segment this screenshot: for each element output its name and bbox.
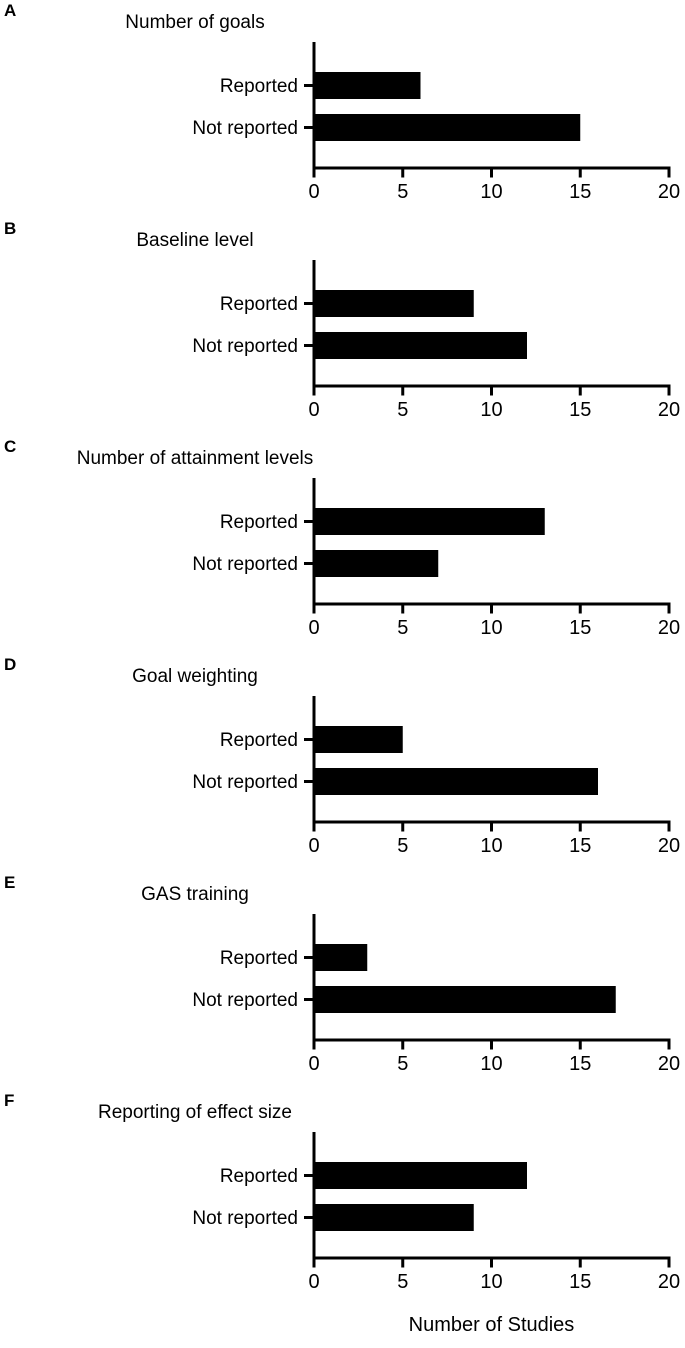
x-tick-label: 0	[308, 835, 319, 857]
bar-chart: 0 5 10 15 20 Reported Not reported	[192, 478, 680, 639]
chart-title: Number of goals	[125, 12, 265, 33]
category-label: Not reported	[192, 1208, 298, 1229]
panel-letter: A	[4, 1, 17, 20]
bar-not-reported	[314, 550, 439, 577]
bar-reported	[314, 72, 421, 99]
category-label: Not reported	[192, 772, 298, 793]
bar-not-reported	[314, 768, 598, 795]
x-tick-label: 10	[480, 835, 502, 857]
x-tick-label: 20	[658, 617, 680, 639]
x-tick-label: 10	[480, 181, 502, 203]
x-tick-label: 5	[397, 181, 408, 203]
x-tick-label: 0	[308, 1271, 319, 1293]
bar-chart: 0 5 10 15 20 Reported Not reported	[192, 1132, 680, 1293]
bar-reported	[314, 726, 403, 753]
category-label: Reported	[220, 512, 298, 533]
x-tick-label: 20	[658, 399, 680, 421]
chart-title: Number of attainment levels	[76, 448, 314, 469]
chart-panel: A Number of goals 0 5 10 15 20 Reported Not re…	[0, 0, 685, 218]
x-tick-label: 0	[308, 617, 319, 639]
chart-panel: B Baseline level 0 5 10 15 20 Reported Not rep…	[0, 218, 685, 436]
chart-panel: D Goal weighting 0 5 10 15 20 Reported Not rep…	[0, 654, 685, 872]
panel-letter: D	[4, 655, 17, 674]
x-tick-label: 5	[397, 399, 408, 421]
x-tick-label: 20	[658, 1271, 680, 1293]
x-tick-label: 5	[397, 1271, 408, 1293]
panel-letter: F	[4, 1091, 15, 1110]
category-label: Reported	[220, 76, 298, 97]
x-tick-label: 15	[569, 617, 591, 639]
chart-title: Goal weighting	[132, 666, 258, 687]
panels-container: A Number of goals 0 5 10 15 20 Reported Not re…	[0, 0, 685, 1308]
bar-chart: 0 5 10 15 20 Reported Not reported	[192, 260, 680, 421]
bar-reported	[314, 290, 474, 317]
category-label: Reported	[220, 1166, 298, 1187]
category-label: Reported	[220, 948, 298, 969]
x-tick-label: 20	[658, 835, 680, 857]
x-tick-label: 20	[658, 1053, 680, 1075]
category-label: Not reported	[192, 990, 298, 1011]
x-tick-label: 0	[308, 1053, 319, 1075]
x-tick-label: 15	[569, 399, 591, 421]
x-tick-label: 20	[658, 181, 680, 203]
bar-not-reported	[314, 986, 616, 1013]
bar-chart: 0 5 10 15 20 Reported Not reported	[192, 696, 680, 857]
chart-title: GAS training	[141, 884, 249, 905]
x-tick-label: 5	[397, 617, 408, 639]
x-tick-label: 10	[480, 1271, 502, 1293]
x-tick-label: 5	[397, 835, 408, 857]
x-axis-title: Number of Studies	[408, 1314, 575, 1336]
bar-reported	[314, 1162, 527, 1189]
x-tick-label: 0	[308, 399, 319, 421]
bar-chart: 0 5 10 15 20 Reported Not reported	[192, 914, 680, 1075]
panel-letter: C	[4, 437, 17, 456]
category-label: Reported	[220, 730, 298, 751]
x-tick-label: 0	[308, 181, 319, 203]
x-tick-label: 5	[397, 1053, 408, 1075]
x-axis-title-row: Number of Studies	[0, 1308, 685, 1348]
category-label: Not reported	[192, 554, 298, 575]
category-label: Reported	[220, 294, 298, 315]
bar-reported	[314, 944, 368, 971]
panel-letter: E	[4, 873, 16, 892]
chart-panel: E GAS training 0 5 10 15 20 Reported Not repor…	[0, 872, 685, 1090]
x-tick-label: 15	[569, 181, 591, 203]
x-tick-label: 10	[480, 399, 502, 421]
x-tick-label: 10	[480, 617, 502, 639]
category-label: Not reported	[192, 118, 298, 139]
category-label: Not reported	[192, 336, 298, 357]
x-tick-label: 10	[480, 1053, 502, 1075]
chart-title: Reporting of effect size	[98, 1102, 292, 1123]
bar-reported	[314, 508, 545, 535]
chart-title: Baseline level	[136, 230, 254, 251]
chart-panel: F Reporting of effect size 0 5 10 15 20 Repor…	[0, 1090, 685, 1308]
bar-chart: 0 5 10 15 20 Reported Not reported	[192, 42, 680, 203]
chart-panel: C Number of attainment levels 0 5 10 15 20 Re…	[0, 436, 685, 654]
x-tick-label: 15	[569, 1271, 591, 1293]
bar-not-reported	[314, 114, 581, 141]
x-tick-label: 15	[569, 1053, 591, 1075]
panel-letter: B	[4, 219, 17, 238]
bar-not-reported	[314, 1204, 474, 1231]
x-tick-label: 15	[569, 835, 591, 857]
bar-not-reported	[314, 332, 527, 359]
